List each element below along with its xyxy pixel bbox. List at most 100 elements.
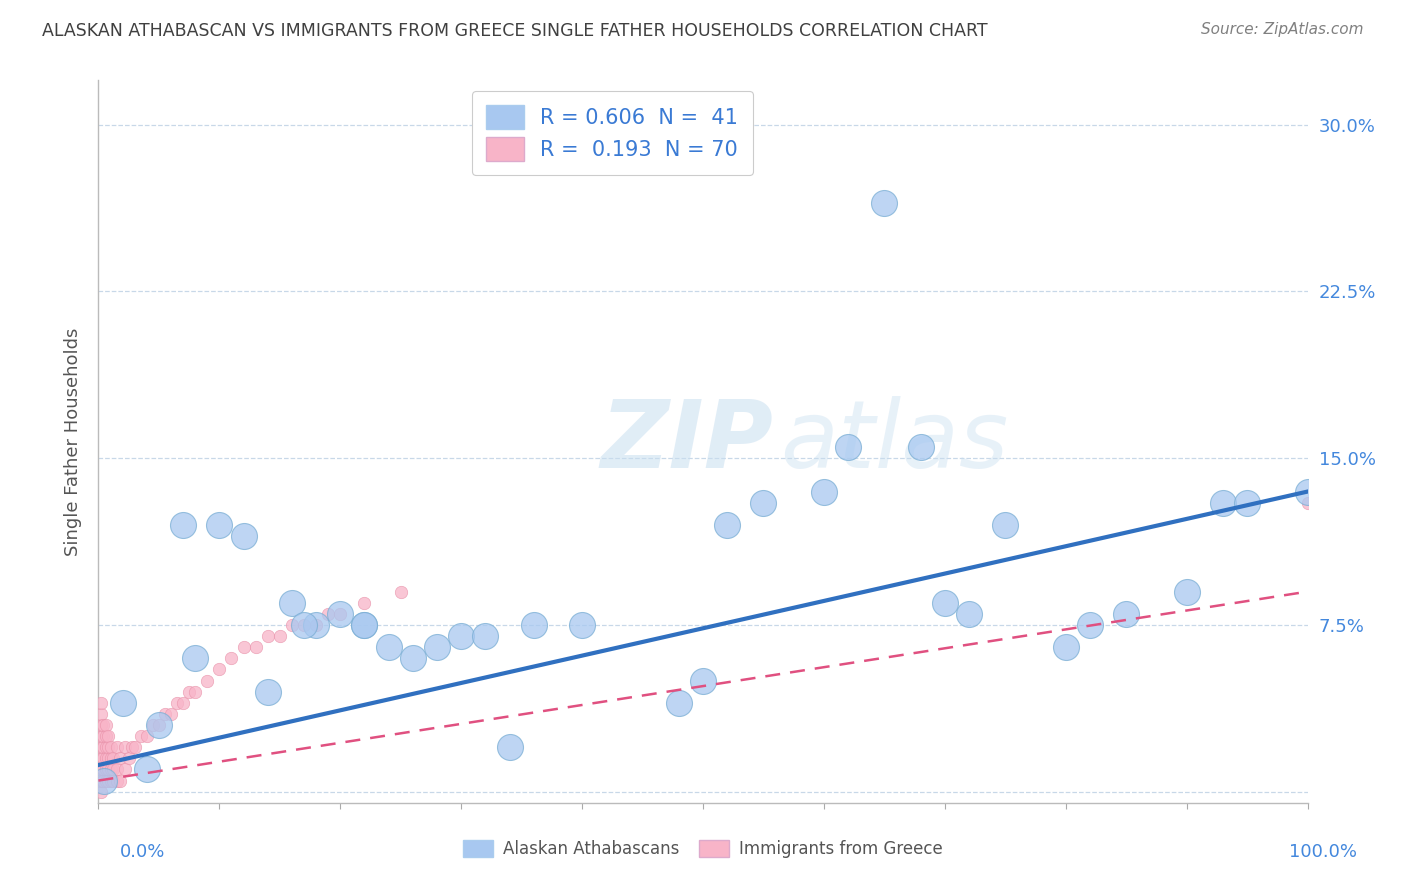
Point <box>195 673 218 688</box>
Point <box>94 729 117 743</box>
Point <box>153 706 176 721</box>
Point <box>91 763 114 777</box>
Point <box>91 763 114 777</box>
Point <box>281 596 304 610</box>
Point <box>305 618 328 632</box>
Point <box>114 740 136 755</box>
Point <box>91 740 114 755</box>
Point <box>91 773 114 788</box>
Point <box>184 651 207 665</box>
Point <box>90 729 112 743</box>
Point <box>813 484 835 499</box>
Point <box>934 596 956 610</box>
Point <box>100 740 122 755</box>
Point <box>148 718 170 732</box>
Point <box>91 718 114 732</box>
Point <box>105 773 128 788</box>
Point <box>100 763 122 777</box>
Point <box>498 740 520 755</box>
Point <box>90 751 112 765</box>
Text: ALASKAN ATHABASCAN VS IMMIGRANTS FROM GREECE SINGLE FATHER HOUSEHOLDS CORRELATIO: ALASKAN ATHABASCAN VS IMMIGRANTS FROM GR… <box>42 22 988 40</box>
Point <box>91 751 114 765</box>
Point <box>97 763 120 777</box>
Point <box>129 729 152 743</box>
Point <box>90 696 112 710</box>
Point <box>124 740 146 755</box>
Point <box>90 763 112 777</box>
Point <box>1054 640 1077 655</box>
Point <box>208 662 231 676</box>
Point <box>292 618 315 632</box>
Point <box>208 517 231 532</box>
Point <box>474 629 496 643</box>
Point <box>292 618 315 632</box>
Point <box>402 651 425 665</box>
Point <box>97 751 120 765</box>
Point <box>91 729 114 743</box>
Point <box>148 718 170 732</box>
Point <box>256 684 278 698</box>
Point <box>90 740 112 755</box>
Point <box>121 740 143 755</box>
Point <box>94 740 117 755</box>
Point <box>450 629 472 643</box>
Point <box>94 718 117 732</box>
Point <box>91 773 114 788</box>
Point <box>269 629 291 643</box>
Point <box>172 517 194 532</box>
Point <box>166 696 188 710</box>
Point <box>105 740 128 755</box>
Point <box>692 673 714 688</box>
Point <box>172 696 194 710</box>
Text: atlas: atlas <box>780 396 1008 487</box>
Point <box>160 706 183 721</box>
Text: 100.0%: 100.0% <box>1289 843 1357 861</box>
Point <box>90 718 112 732</box>
Point <box>135 729 157 743</box>
Point <box>94 751 117 765</box>
Point <box>232 640 254 655</box>
Point <box>957 607 980 621</box>
Point <box>668 696 690 710</box>
Point <box>1212 496 1234 510</box>
Point <box>94 773 117 788</box>
Point <box>90 706 112 721</box>
Point <box>101 751 124 765</box>
Point <box>329 607 352 621</box>
Point <box>97 773 120 788</box>
Text: 0.0%: 0.0% <box>120 843 165 861</box>
Point <box>873 195 896 210</box>
Point <box>353 618 375 632</box>
Point <box>716 517 738 532</box>
Point <box>305 618 328 632</box>
Point <box>389 584 412 599</box>
Point <box>97 729 120 743</box>
Point <box>114 763 136 777</box>
Point <box>221 651 243 665</box>
Point <box>316 607 339 621</box>
Point <box>100 751 122 765</box>
Point <box>1236 496 1258 510</box>
Point <box>101 773 124 788</box>
Point <box>281 618 304 632</box>
Point <box>101 763 124 777</box>
Point <box>90 773 112 788</box>
Y-axis label: Single Father Households: Single Father Households <box>63 327 82 556</box>
Point <box>245 640 267 655</box>
Point <box>118 751 141 765</box>
Point <box>256 629 278 643</box>
Point <box>108 773 131 788</box>
Point <box>105 763 128 777</box>
Point <box>1296 484 1319 499</box>
Point <box>377 640 399 655</box>
Point <box>111 696 134 710</box>
Point <box>142 718 165 732</box>
Point <box>232 529 254 543</box>
Point <box>100 773 122 788</box>
Point <box>523 618 546 632</box>
Point <box>94 763 117 777</box>
Point <box>353 618 375 632</box>
Point <box>135 763 157 777</box>
Point <box>910 440 932 454</box>
Point <box>90 785 112 799</box>
